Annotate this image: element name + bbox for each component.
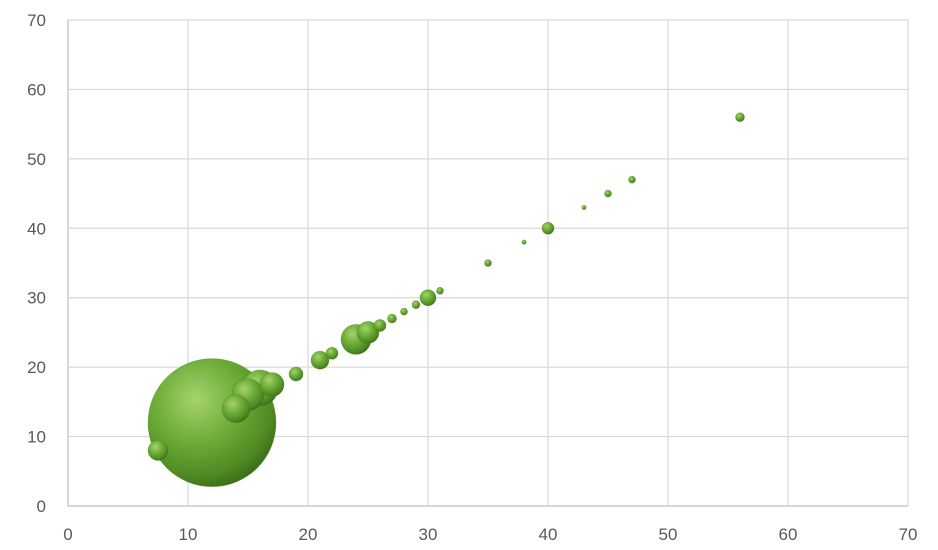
bubble-point — [581, 204, 587, 210]
bubble-point — [541, 221, 555, 235]
bubble-point — [325, 346, 339, 360]
x-tick-label: 70 — [899, 525, 918, 544]
y-tick-label: 0 — [37, 497, 46, 516]
x-tick-label: 40 — [539, 525, 558, 544]
bubble-point — [628, 175, 636, 184]
bubble-point — [373, 319, 387, 332]
y-tick-label: 40 — [27, 219, 46, 238]
bubble-point — [419, 289, 437, 307]
bubble-point — [259, 372, 285, 397]
bubble-point — [735, 112, 745, 122]
bubble-point — [288, 366, 304, 382]
x-tick-label: 60 — [779, 525, 798, 544]
x-tick-label: 50 — [659, 525, 678, 544]
y-tick-label: 20 — [27, 358, 46, 377]
y-tick-label: 60 — [27, 80, 46, 99]
bubble-point — [356, 321, 380, 344]
bubble-point — [521, 239, 527, 245]
y-tick-label: 30 — [27, 289, 46, 308]
x-tick-label: 0 — [63, 525, 72, 544]
bubble-point — [411, 300, 421, 309]
bubble-point — [400, 307, 408, 316]
y-axis-tick-labels: 0 10 20 30 40 50 60 70 — [27, 11, 46, 516]
bubble-point — [604, 189, 612, 198]
x-axis-tick-labels: 0 10 20 30 40 50 60 70 — [63, 525, 917, 544]
bubble-point — [436, 286, 444, 295]
bubble-point — [310, 350, 330, 370]
x-tick-label: 20 — [299, 525, 318, 544]
bubble-point — [221, 394, 251, 424]
y-tick-label: 10 — [27, 428, 46, 447]
y-tick-label: 50 — [27, 150, 46, 169]
bubble-point — [147, 440, 169, 461]
bubble-point — [387, 313, 397, 324]
x-tick-label: 30 — [419, 525, 438, 544]
x-tick-label: 10 — [179, 525, 198, 544]
y-tick-label: 70 — [27, 11, 46, 30]
bubble-point — [484, 259, 492, 267]
bubble-series — [147, 112, 745, 487]
